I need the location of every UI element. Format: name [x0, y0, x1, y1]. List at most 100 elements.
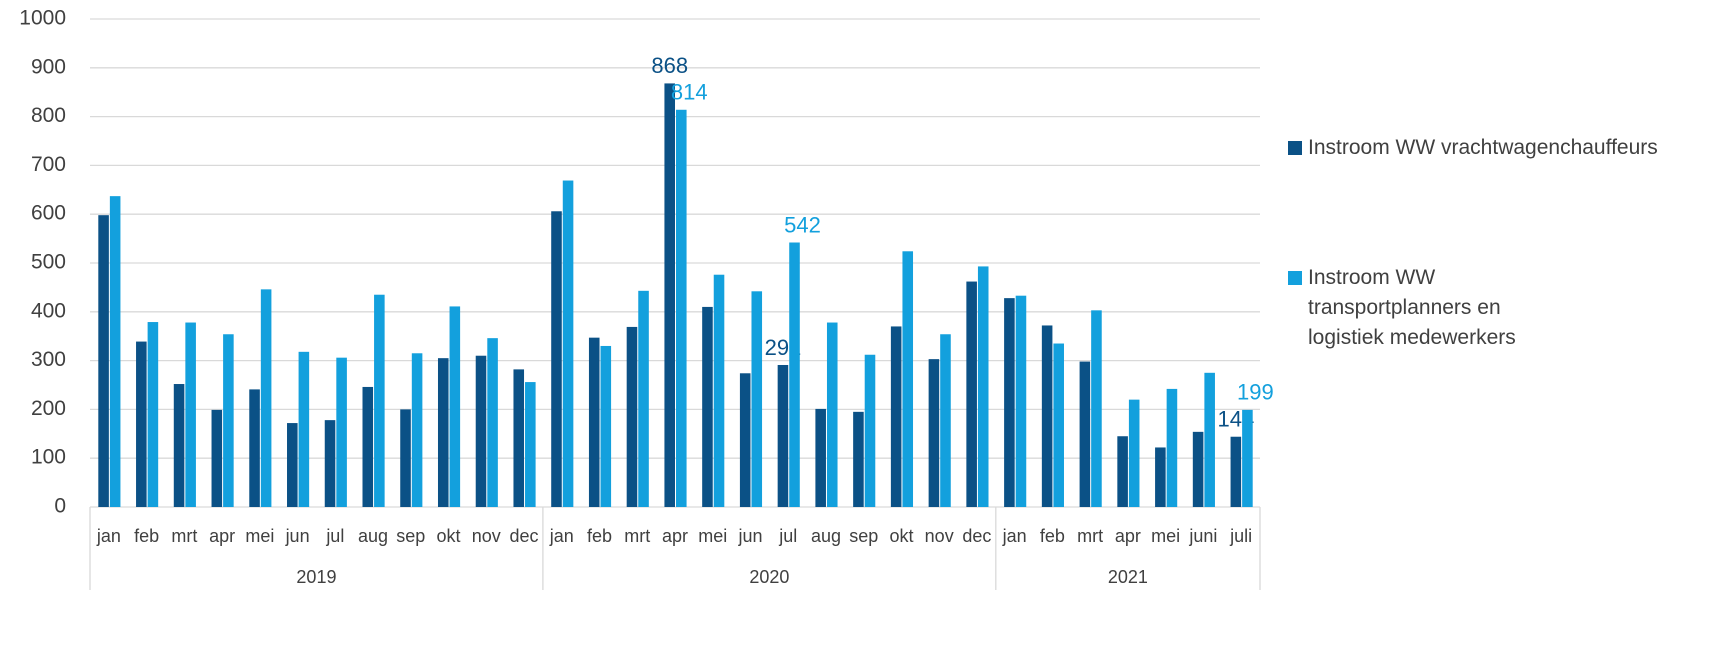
- bar: [1117, 436, 1128, 507]
- x-tick-label: apr: [1115, 526, 1141, 546]
- bar: [1041, 325, 1053, 507]
- data-label: 199: [1237, 380, 1274, 405]
- bar: [1242, 409, 1253, 507]
- bar: [136, 341, 147, 507]
- legend-label: Instroom WW transportplanners en logisti…: [1308, 266, 1516, 349]
- x-tick-label: aug: [811, 526, 841, 546]
- bar: [977, 266, 989, 507]
- bar: [98, 215, 109, 507]
- legend-label: Instroom WW vrachtwagenchauffeurs: [1308, 136, 1658, 159]
- x-tick-label: juli: [1229, 526, 1252, 546]
- bar: [1155, 447, 1166, 507]
- bar: [211, 409, 223, 507]
- bar: [902, 251, 914, 507]
- x-group-label: 2021: [1108, 567, 1148, 587]
- bar: [185, 322, 196, 507]
- x-tick-label: jun: [285, 526, 310, 546]
- bar: [298, 351, 310, 507]
- bar: [1053, 343, 1064, 507]
- x-tick-label: sep: [396, 526, 425, 546]
- x-tick-label: aug: [358, 526, 388, 546]
- bar: [1204, 372, 1215, 507]
- bar: [966, 281, 977, 507]
- bar: [551, 211, 562, 507]
- bar: [676, 109, 687, 507]
- bar: [626, 326, 638, 507]
- bar: [702, 306, 713, 507]
- bar: [600, 345, 612, 507]
- y-tick-label: 700: [31, 153, 66, 176]
- data-label: 814: [671, 80, 708, 105]
- y-tick-label: 0: [54, 495, 66, 518]
- x-tick-label: jun: [737, 526, 762, 546]
- bar: [1166, 388, 1178, 507]
- bar: [638, 290, 649, 507]
- x-tick-label: feb: [587, 526, 612, 546]
- x-tick-label: mrt: [171, 526, 197, 546]
- bar: [362, 386, 374, 507]
- x-tick-label: mei: [698, 526, 727, 546]
- y-tick-label: 200: [31, 397, 66, 420]
- x-tick-label: feb: [134, 526, 159, 546]
- y-tick-label: 300: [31, 348, 66, 371]
- bar: [324, 420, 336, 507]
- x-tick-label: nov: [472, 526, 501, 546]
- x-tick-label: apr: [662, 526, 688, 546]
- bar: [260, 289, 272, 507]
- bar: [928, 359, 940, 507]
- y-tick-label: 900: [31, 55, 66, 78]
- bar: [525, 382, 536, 507]
- data-label: 868: [651, 53, 688, 78]
- bar: [664, 83, 675, 507]
- x-tick-label: mei: [1151, 526, 1180, 546]
- bar: [287, 423, 298, 507]
- bar: [853, 411, 864, 507]
- bar: [109, 196, 121, 508]
- legend-entry: Instroom WW transportplanners en logisti…: [1288, 263, 1728, 353]
- bar: [562, 180, 574, 507]
- x-tick-label: feb: [1040, 526, 1065, 546]
- x-tick-label: jan: [96, 526, 121, 546]
- y-tick-label: 500: [31, 251, 66, 274]
- bar: [1192, 431, 1204, 507]
- x-tick-label: jul: [778, 526, 797, 546]
- x-tick-label: apr: [209, 526, 235, 546]
- x-tick-label: jul: [325, 526, 344, 546]
- bar: [789, 242, 800, 507]
- bar: [826, 322, 838, 507]
- x-group-label: 2019: [296, 567, 336, 587]
- bar: [437, 358, 449, 507]
- bar: [487, 338, 498, 507]
- x-tick-label: dec: [962, 526, 991, 546]
- bar: [1230, 436, 1242, 507]
- x-tick-label: mei: [245, 526, 274, 546]
- bar: [864, 354, 876, 507]
- bar: [940, 334, 951, 507]
- x-group-label: 2020: [749, 567, 789, 587]
- bar: [1015, 295, 1027, 507]
- bar: [751, 291, 763, 507]
- x-tick-label: dec: [510, 526, 539, 546]
- bar: [1079, 361, 1091, 507]
- bar: [815, 408, 826, 507]
- bar: [890, 326, 902, 507]
- bar: [400, 409, 411, 507]
- x-tick-label: mrt: [1077, 526, 1103, 546]
- bar: [223, 334, 234, 507]
- bar: [1128, 399, 1140, 507]
- x-tick-label: juni: [1188, 526, 1217, 546]
- legend-swatch: [1288, 271, 1302, 285]
- bar: [173, 384, 185, 507]
- bar: [1004, 298, 1015, 507]
- x-tick-label: mrt: [624, 526, 650, 546]
- bar: [777, 364, 789, 507]
- bar: [374, 294, 385, 507]
- bar: [249, 389, 260, 507]
- x-tick-label: jan: [549, 526, 574, 546]
- bar: [513, 369, 525, 507]
- bar: [411, 353, 423, 507]
- y-tick-label: 600: [31, 202, 66, 225]
- legend-entry: Instroom WW vrachtwagenchauffeurs: [1288, 133, 1728, 163]
